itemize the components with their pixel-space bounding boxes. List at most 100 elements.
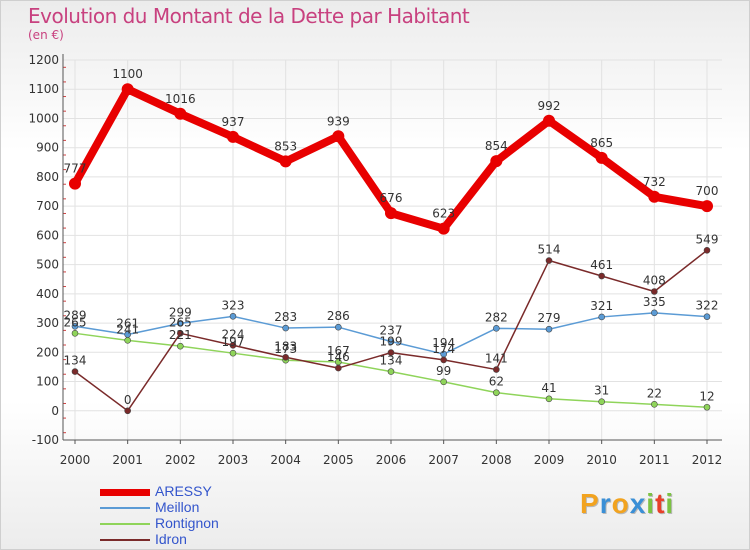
y-tick-label: 300 [36,316,59,330]
data-label: 299 [169,305,192,319]
data-label: 41 [541,381,556,395]
data-label: 237 [380,323,403,337]
data-point [229,349,237,357]
legend-label: Meillon [155,499,200,515]
axes: -100 0 100 200 300 400 500 600 700 800 900 1000 1100… [28,53,722,467]
data-label: 199 [380,335,403,349]
data-label: 514 [538,243,561,257]
data-point [490,155,503,168]
grid [63,59,722,441]
data-point [282,324,289,332]
data-point [648,190,661,203]
x-tick-label: 2012 [692,453,723,467]
data-point [71,322,79,330]
data-label: 265 [169,315,192,329]
data-label: 289 [64,308,87,322]
data-label: 321 [590,299,613,313]
data-label: 183 [274,339,297,353]
data-label: 853 [274,139,297,153]
data-label: 197 [222,335,245,349]
y-tick-label: 800 [36,170,59,184]
data-point [332,130,345,143]
y-tick-label: 100 [36,375,59,389]
data-point [703,313,711,320]
data-label: 194 [432,336,455,350]
data-label: 0 [124,393,132,407]
y-tick-label: 500 [36,258,59,272]
data-label: 134 [380,354,403,368]
data-point [69,177,81,190]
x-tick-label: 2011 [639,453,670,467]
y-tick-label: 900 [36,141,59,155]
data-point [335,323,342,331]
data-point [227,130,239,143]
data-point [282,353,289,361]
data-label: 732 [643,175,666,189]
data-label: 99 [436,364,451,378]
data-point [229,341,237,349]
data-label: 322 [696,299,719,313]
data-label: 1016 [165,92,196,106]
data-point [177,320,184,327]
data-label: 261 [116,316,139,330]
data-label: 323 [222,298,245,312]
data-label: 62 [489,375,504,389]
data-point [71,368,79,375]
data-label: 937 [222,115,245,129]
proxiti-logo: Proxiti [580,488,675,519]
data-label: 335 [643,295,666,309]
y-tick-label: 700 [36,199,59,213]
data-point [71,330,79,337]
y-tick-label: 1100 [28,82,59,96]
data-label: 623 [432,207,455,221]
y-tick-label: -100 [32,433,59,447]
data-point [595,151,608,164]
chart-subtitle: (en €) [28,28,64,42]
data-point [124,337,131,344]
data-label: 241 [116,322,139,336]
data-label: 173 [274,342,297,356]
data-label: 141 [485,352,508,366]
data-point [703,246,711,254]
x-tick-label: 2001 [112,453,143,467]
data-point [493,325,500,332]
data-label: 174 [432,342,455,356]
legend-label: ARESSY [155,483,212,499]
data-point [177,342,184,350]
data-point [598,313,605,321]
y-tick-label: 200 [36,345,59,359]
series [69,83,713,415]
x-tick-label: 2007 [428,453,459,467]
x-tick-label: 2000 [60,453,91,467]
data-point [703,403,711,411]
data-point [545,257,553,264]
data-label: 1100 [112,67,143,81]
data-point [279,155,292,168]
legend-label: Idron [155,531,187,547]
data-label: 992 [538,99,561,113]
data-point [545,395,553,403]
data-label: 221 [169,328,192,342]
data-label: 939 [327,114,350,128]
legend-swatch [100,507,150,509]
data-point [387,349,395,356]
data-labels: 777 1100 1016 937 853 939 676 623 854 992 865 732 70… [64,67,719,407]
data-point [385,207,397,220]
data-point [701,200,713,213]
data-point [440,356,447,364]
chart-title: Evolution du Montant de la Dette par Hab… [28,4,470,28]
data-label: 167 [327,344,350,358]
y-tick-label: 1200 [28,53,59,67]
data-point [651,401,658,408]
data-point [229,313,237,320]
data-label: 676 [380,191,403,205]
data-point [543,114,555,127]
x-tick-label: 2009 [534,453,565,467]
x-tick-label: 2003 [218,453,249,467]
x-tick-label: 2002 [165,453,196,467]
x-tick-label: 2005 [323,453,354,467]
data-point [598,398,605,406]
y-tick-label: 0 [51,404,59,418]
legend-swatch [100,523,150,525]
